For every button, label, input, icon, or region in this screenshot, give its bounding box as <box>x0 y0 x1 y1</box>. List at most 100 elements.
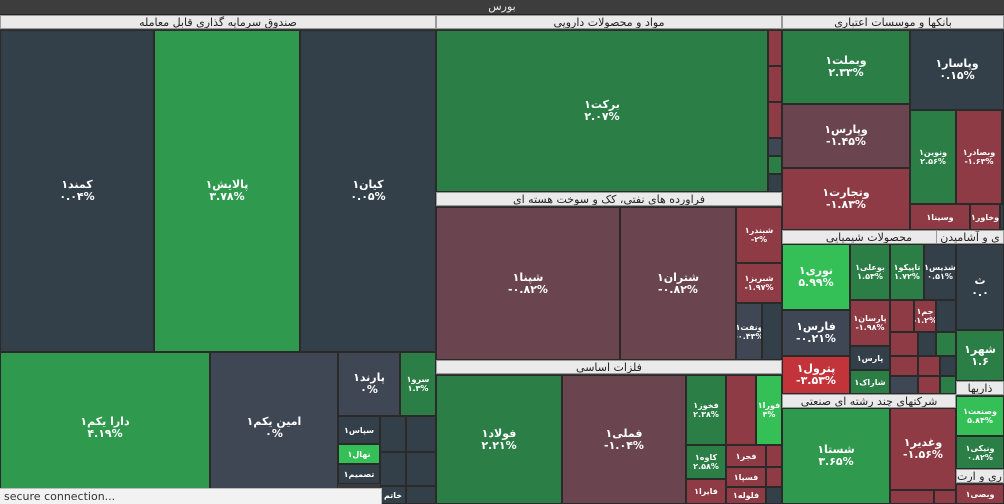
stock-tile-faira[interactable]: فایرا۱ <box>686 479 726 504</box>
stock-tile-sharak[interactable]: شاراک۱ <box>850 370 890 394</box>
stock-tile-petrol[interactable]: پترول۱ -۳.۵۳% <box>782 356 850 394</box>
stock-tile-fars[interactable]: فارس۱ -۰.۲۱% <box>782 310 850 356</box>
stock-tile-shetran[interactable]: شتران۱ -۰.۸۲% <box>620 207 736 360</box>
stock-tile-fajr[interactable]: فجر۱ <box>726 445 766 467</box>
small-tile[interactable] <box>766 445 782 467</box>
stock-name: سرو۱ <box>406 375 430 384</box>
small-tile[interactable] <box>890 332 918 356</box>
stock-tile-vsadr2[interactable]: وبصی۱ <box>956 484 1004 504</box>
small-tile[interactable] <box>918 356 940 376</box>
sector-banks-header[interactable]: بانکها و موسسات اعتباری <box>782 15 1004 29</box>
stock-tile-vsanat[interactable]: وصنعت۱ ۵.۸۴% <box>956 396 1004 436</box>
small-tile[interactable] <box>1000 204 1004 230</box>
stock-tile-vsadr[interactable]: وبصادر۱ -۱.۶۳% <box>956 110 1002 204</box>
stock-tile-kamand[interactable]: کمند۱ ۰.۰۴% <box>0 30 154 352</box>
small-tile[interactable] <box>890 376 918 394</box>
small-tile[interactable] <box>936 300 956 332</box>
small-tile[interactable] <box>890 300 914 332</box>
stock-change: -۱.۲% <box>914 316 936 325</box>
small-tile[interactable] <box>766 467 782 487</box>
small-tile[interactable] <box>890 490 934 504</box>
stock-tile-vanaft[interactable]: ونفت۱ -۰.۴۳% <box>736 303 762 360</box>
sector-invest-header[interactable]: ذاریها <box>956 381 1004 395</box>
stock-tile-nahal[interactable]: نهال۱ <box>338 444 380 464</box>
sector-insurance-header[interactable]: گذاری و ارت <box>956 469 1004 483</box>
stock-tile-vkhavar[interactable]: وخاور۱ <box>970 204 1000 230</box>
stock-tile-vpasar[interactable]: وپاسار۱ ۰.۱۵% <box>910 30 1004 110</box>
stock-tile-shahr[interactable]: شهر۱ ۱.۶ <box>956 330 1004 381</box>
stock-tile-parand[interactable]: پارند۱ ۰% <box>338 352 400 416</box>
stock-tile-aminykam[interactable]: امین یکم۱ ۰% <box>210 352 338 504</box>
stock-tile-shepna[interactable]: شپنا۱ -۰.۸۲% <box>436 207 620 360</box>
small-tile[interactable] <box>934 490 956 504</box>
stock-tile-bouali[interactable]: بوعلی۱ ۱.۵۳% <box>850 244 890 300</box>
stock-name: پارس۱ <box>856 353 884 363</box>
stock-tile-sepas[interactable]: سپاس۱ <box>338 416 380 444</box>
stock-tile-shasta[interactable]: شستا۱ ۳.۶۵% <box>782 408 890 504</box>
stock-tile-barkat[interactable]: برکت۱ ۲.۰۷% <box>436 30 768 192</box>
stock-tile-palayesh[interactable]: پالایش۱ ۳.۷۸% <box>154 30 300 352</box>
stock-tile-vnovin[interactable]: ونوین۱ ۲.۵۶% <box>910 110 956 204</box>
stock-tile-vpars[interactable]: وپارس۱ -۱.۴۵% <box>782 104 910 168</box>
stock-tile-parsan[interactable]: پارسان۱ -۱.۹۸% <box>850 300 890 346</box>
small-tile[interactable] <box>406 416 436 452</box>
stock-tile-kian[interactable]: کیان۱ ۰.۰۵% <box>300 30 436 352</box>
stock-tile-vsina[interactable]: وسینا۱ <box>910 204 970 230</box>
stock-tile-femeli[interactable]: فملی۱ -۱.۰۴% <box>562 375 686 504</box>
stock-tile-vtejarat[interactable]: وتجارت۱ -۱.۸۳% <box>782 168 910 230</box>
stock-tile-shebriz[interactable]: شبریز۱ -۱.۹۷% <box>736 263 782 303</box>
stock-tile-fooran[interactable]: فورا۱ ۴% <box>756 375 782 445</box>
stock-tile-vniki[interactable]: ونیکی۱ ۰.۸۲% <box>956 436 1004 469</box>
stock-tile-right-cut[interactable]: ث ۰.۰ <box>956 244 1004 330</box>
small-tile[interactable] <box>940 356 956 376</box>
stock-tile-shebandar[interactable]: شبندر۱ -۲% <box>736 207 782 263</box>
stock-tile-fasepa[interactable]: فسپا۱ <box>726 467 766 487</box>
stock-tile-falooleh[interactable]: فلوله۱ <box>726 487 766 504</box>
sector-food-header[interactable]: ی و آشامیدن <box>936 230 1004 244</box>
stock-tile-shedis[interactable]: شدیس۱ ۰.۵۱% <box>924 244 956 300</box>
stock-change: ۱.۷۲% <box>894 272 920 281</box>
stock-tile-vbemellat[interactable]: وبملت۱ ۲.۳۳% <box>782 30 910 104</box>
small-tile[interactable] <box>380 416 406 452</box>
small-tile[interactable] <box>768 30 782 66</box>
small-tile[interactable] <box>768 138 782 156</box>
small-tile[interactable] <box>726 375 756 445</box>
stock-tile-kaveh[interactable]: کاوه۱ ۲.۵۸% <box>686 445 726 479</box>
sector-multi-header[interactable]: شرکتهای چند رشته ای صنعتی <box>782 394 956 408</box>
small-tile[interactable] <box>918 332 936 356</box>
small-tile[interactable] <box>768 156 782 174</box>
stock-tile-khatam[interactable]: خاتم <box>380 486 406 504</box>
sector-metals-header[interactable]: فلزات اساسی <box>436 360 782 374</box>
stock-tile-tasmim[interactable]: تصمیم۱ <box>338 464 380 484</box>
small-tile[interactable] <box>768 174 782 192</box>
stock-tile-vghadir[interactable]: وغدیر۱ -۱.۵۶% <box>890 408 956 490</box>
small-tile[interactable] <box>406 486 436 504</box>
small-tile[interactable] <box>766 487 782 504</box>
stock-tile-noori[interactable]: نوری۱ ۵.۹۹% <box>782 244 850 310</box>
small-tile[interactable] <box>762 303 782 360</box>
stock-tile-pars[interactable]: پارس۱ <box>850 346 890 370</box>
stock-name: برکت۱ <box>584 98 620 111</box>
stock-tile-jam[interactable]: جم۱ -۱.۲% <box>914 300 936 332</box>
stock-change: ۰.۰۵% <box>350 190 386 203</box>
sector-fund-header[interactable]: صندوق سرمایه گذاری قابل معامله <box>0 15 436 29</box>
small-tile[interactable] <box>768 66 782 102</box>
small-tile[interactable] <box>890 356 918 376</box>
small-tile[interactable] <box>918 376 940 394</box>
stock-tile-tapiko[interactable]: تاپیکو۱ ۱.۷۲% <box>890 244 924 300</box>
stock-tile-foolad[interactable]: فولاد۱ ۲.۲۱% <box>436 375 562 504</box>
small-tile[interactable] <box>768 102 782 138</box>
small-tile[interactable] <box>380 452 406 486</box>
sector-oil-header[interactable]: فراورده های نفتی، کک و سوخت هسته ای <box>436 192 782 206</box>
small-tile[interactable] <box>940 376 956 394</box>
stock-change: -۰.۸۲% <box>658 282 698 296</box>
small-tile[interactable] <box>406 452 436 486</box>
stock-tile-sarv[interactable]: سرو۱ ۱.۳% <box>400 352 436 416</box>
sector-chem-header[interactable]: محصولات شیمیایی <box>782 230 956 244</box>
stock-name: تصمیم۱ <box>343 469 375 479</box>
sector-pharma-header[interactable]: مواد و محصولات دارویی <box>436 15 782 29</box>
stock-name: کیان۱ <box>352 178 384 191</box>
stock-tile-fakhooz[interactable]: فخوز۱ ۲.۳۸% <box>686 375 726 445</box>
stock-tile-daraykam[interactable]: دارا یکم۱ ۴.۱۹% <box>0 352 210 504</box>
small-tile[interactable] <box>936 332 956 356</box>
